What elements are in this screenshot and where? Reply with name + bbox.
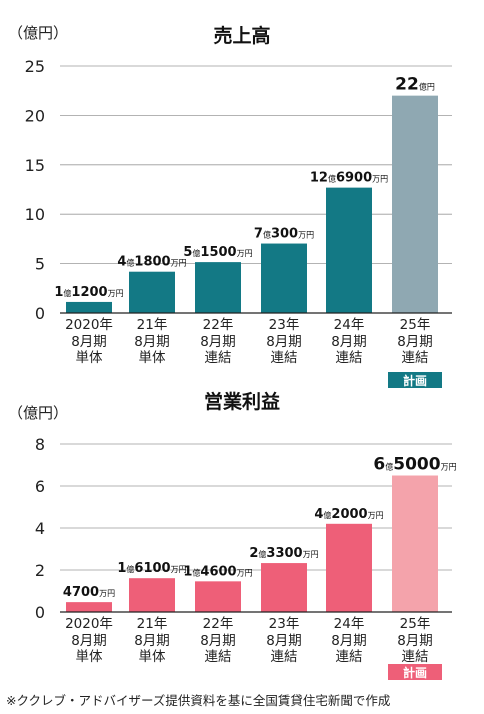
y-tick-label: 5 [35, 255, 45, 274]
unit-label: （億円） [8, 404, 68, 422]
x-tick-label: 2020年 [65, 616, 113, 632]
y-tick-label: 6 [35, 477, 45, 496]
x-tick-label: 連結 [271, 649, 298, 665]
bar [326, 187, 372, 313]
x-tick-label: 21年 [137, 317, 168, 333]
x-tick-label: 8月期 [200, 633, 236, 649]
data-label: 2億3300万円 [249, 546, 318, 561]
bar [66, 301, 112, 313]
data-label: 4700万円 [63, 585, 115, 600]
plan-badge-label: 計画 [403, 665, 427, 680]
x-tick-label: 24年 [334, 616, 365, 632]
unit-label: （億円） [8, 24, 68, 42]
plan-badge [388, 664, 442, 680]
bar [261, 243, 307, 313]
data-label: 4億1800万円 [117, 255, 186, 270]
bar [129, 578, 175, 612]
x-tick-label: 8月期 [134, 633, 170, 649]
x-tick-label: 8月期 [266, 633, 302, 649]
y-tick-label: 10 [25, 205, 45, 224]
x-tick-label: 連結 [205, 649, 232, 665]
x-tick-label: 8月期 [200, 334, 236, 350]
x-tick-label: 単体 [139, 350, 166, 366]
y-tick-label: 20 [25, 106, 45, 125]
bar [261, 563, 307, 612]
data-label: 4億2000万円 [314, 507, 383, 522]
x-tick-label: 8月期 [397, 633, 433, 649]
x-tick-label: 連結 [402, 649, 429, 665]
x-tick-label: 8月期 [71, 633, 107, 649]
x-tick-label: 連結 [336, 649, 363, 665]
data-label: 6億5000万円 [373, 455, 456, 475]
chart-1: 売上高（億円）05101520251億1200万円2020年8月期単体4億180… [8, 24, 452, 388]
x-tick-label: 8月期 [331, 633, 367, 649]
data-label: 22億円 [395, 75, 435, 95]
data-label: 12億6900万円 [310, 171, 388, 186]
bar [66, 602, 112, 612]
x-tick-label: 8月期 [71, 334, 107, 350]
x-tick-label: 25年 [400, 616, 431, 632]
x-tick-label: 8月期 [266, 334, 302, 350]
x-tick-label: 22年 [203, 317, 234, 333]
bar [195, 262, 241, 313]
chart-title: 売上高 [213, 24, 270, 47]
chart-2: 営業利益（億円）024684700万円2020年8月期単体1億6100万円21年… [8, 390, 457, 680]
x-tick-label: 8月期 [134, 334, 170, 350]
data-label: 1億4600万円 [183, 564, 252, 579]
x-tick-label: 22年 [203, 616, 234, 632]
x-tick-label: 連結 [205, 350, 232, 366]
y-tick-label: 0 [35, 603, 45, 622]
data-label: 1億1200万円 [54, 285, 123, 300]
bar [129, 271, 175, 313]
bar [392, 95, 438, 313]
x-tick-label: 連結 [402, 350, 429, 366]
y-tick-label: 0 [35, 304, 45, 323]
y-tick-label: 15 [25, 156, 45, 175]
y-tick-label: 2 [35, 561, 45, 580]
bar [195, 581, 241, 612]
x-tick-label: 23年 [269, 616, 300, 632]
y-tick-label: 25 [25, 57, 45, 76]
x-tick-label: 単体 [76, 649, 103, 665]
source-footnote: ※ククレブ・アドバイザーズ提供資料を基に全国賃貸住宅新聞で作成 [6, 693, 391, 708]
x-tick-label: 21年 [137, 616, 168, 632]
x-tick-label: 連結 [336, 350, 363, 366]
plan-badge [388, 372, 442, 388]
data-label: 7億300万円 [254, 227, 314, 242]
x-tick-label: 24年 [334, 317, 365, 333]
y-tick-label: 4 [35, 519, 45, 538]
x-tick-label: 8月期 [331, 334, 367, 350]
bar [392, 475, 438, 612]
x-tick-label: 8月期 [397, 334, 433, 350]
y-tick-label: 8 [35, 435, 45, 454]
x-tick-label: 23年 [269, 317, 300, 333]
chart-title: 営業利益 [204, 390, 280, 413]
data-label: 5億1500万円 [183, 245, 252, 260]
x-tick-label: 25年 [400, 317, 431, 333]
x-tick-label: 2020年 [65, 317, 113, 333]
x-tick-label: 単体 [76, 350, 103, 366]
bar [326, 523, 372, 612]
x-tick-label: 単体 [139, 649, 166, 665]
data-label: 1億6100万円 [117, 561, 186, 576]
plan-badge-label: 計画 [403, 373, 427, 388]
x-tick-label: 連結 [271, 350, 298, 366]
